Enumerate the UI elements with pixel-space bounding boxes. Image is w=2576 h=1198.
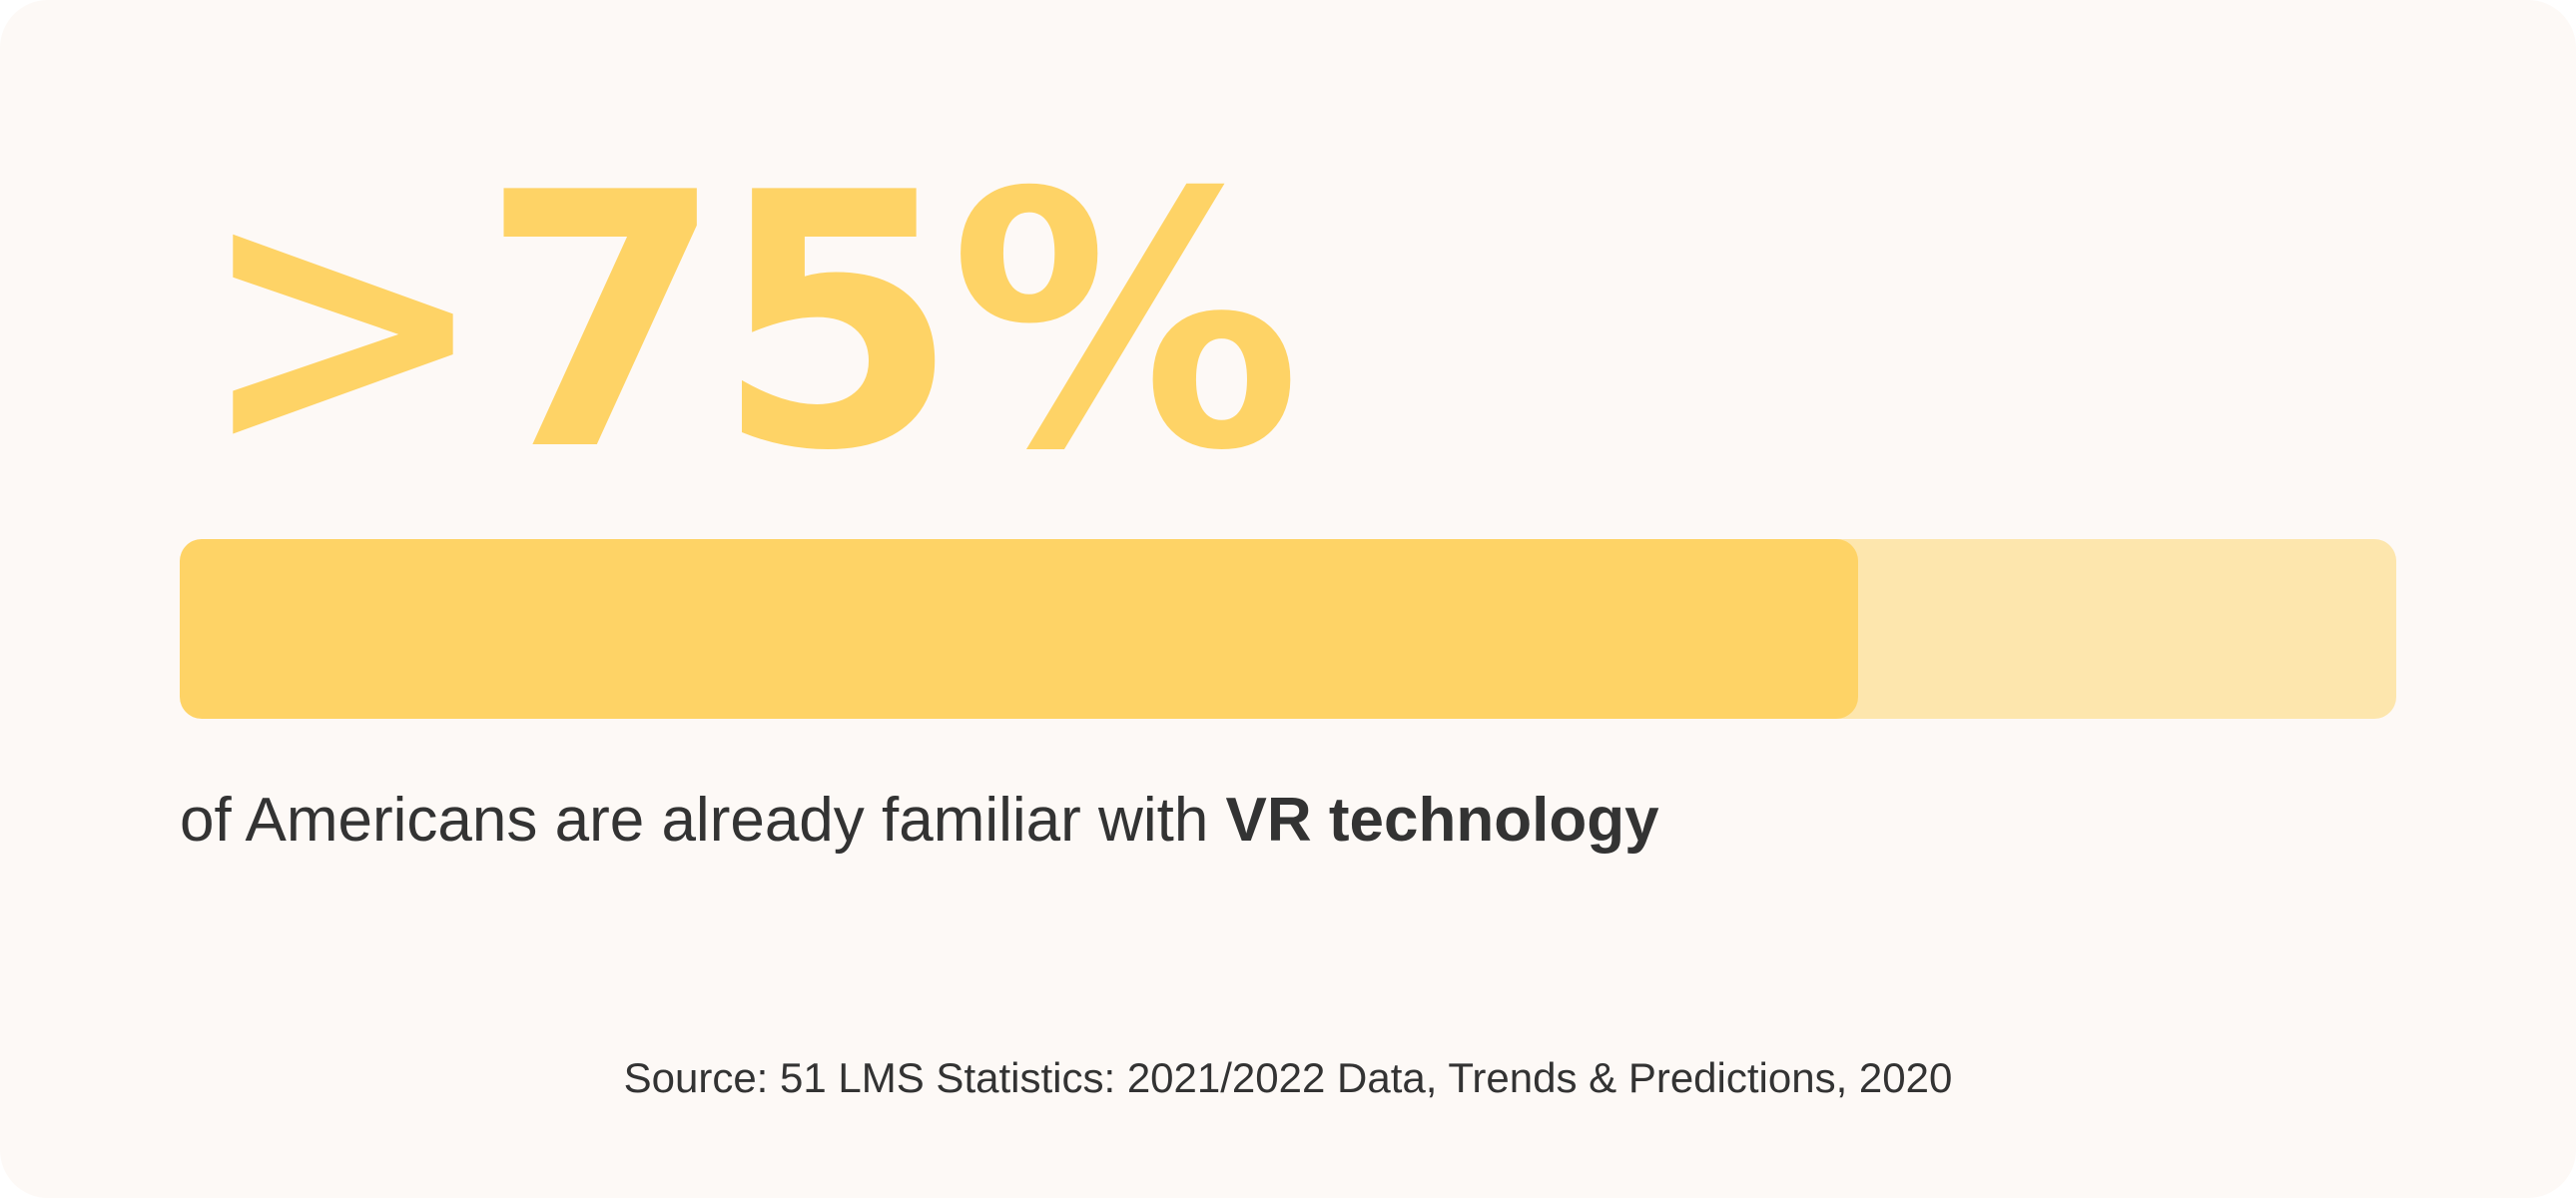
progress-bar-fill xyxy=(180,539,1858,719)
stat-caption: of Americans are already familiar with V… xyxy=(180,781,1659,861)
caption-lead: of Americans are already familiar with xyxy=(180,786,1226,855)
stat-value: >75% xyxy=(196,119,1301,528)
progress-bar-track xyxy=(180,539,2396,719)
caption-emphasis: VR technology xyxy=(1225,786,1659,855)
source-citation: Source: 51 LMS Statistics: 2021/2022 Dat… xyxy=(623,1054,1953,1101)
